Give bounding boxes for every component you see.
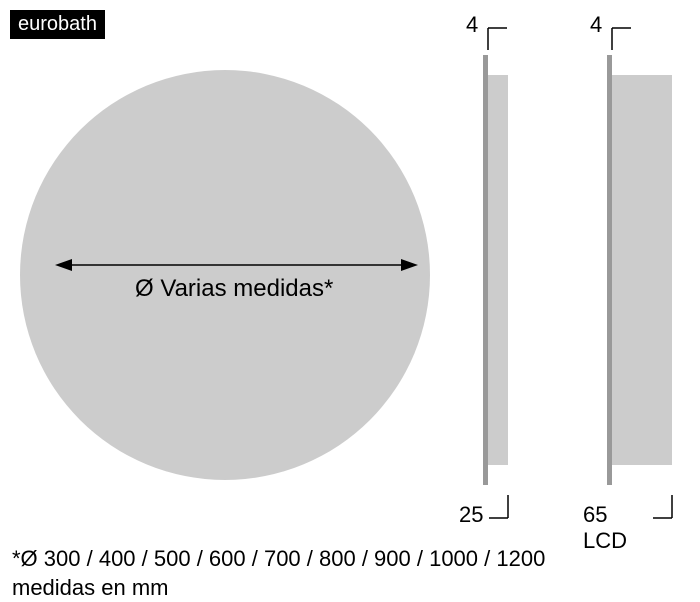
profile1-body	[488, 75, 508, 465]
profile2-body	[612, 75, 672, 465]
profile2-sublabel: LCD	[583, 528, 627, 554]
footnote-line2: medidas en mm	[12, 574, 545, 602]
diameter-label: Ø Varias medidas*	[135, 275, 333, 303]
profile1-top-dim: 4	[466, 12, 478, 38]
brand-logo: eurobath	[10, 10, 105, 39]
footnote: *Ø 300 / 400 / 500 / 600 / 700 / 800 / 9…	[12, 545, 545, 602]
footnote-line1: *Ø 300 / 400 / 500 / 600 / 700 / 800 / 9…	[12, 545, 545, 574]
brand-logo-text: eurobath	[18, 13, 97, 35]
profile2-bottom-dim: 65	[583, 502, 607, 528]
profile2-top-dim: 4	[590, 12, 602, 38]
profile1-bottom-dim: 25	[459, 502, 483, 528]
